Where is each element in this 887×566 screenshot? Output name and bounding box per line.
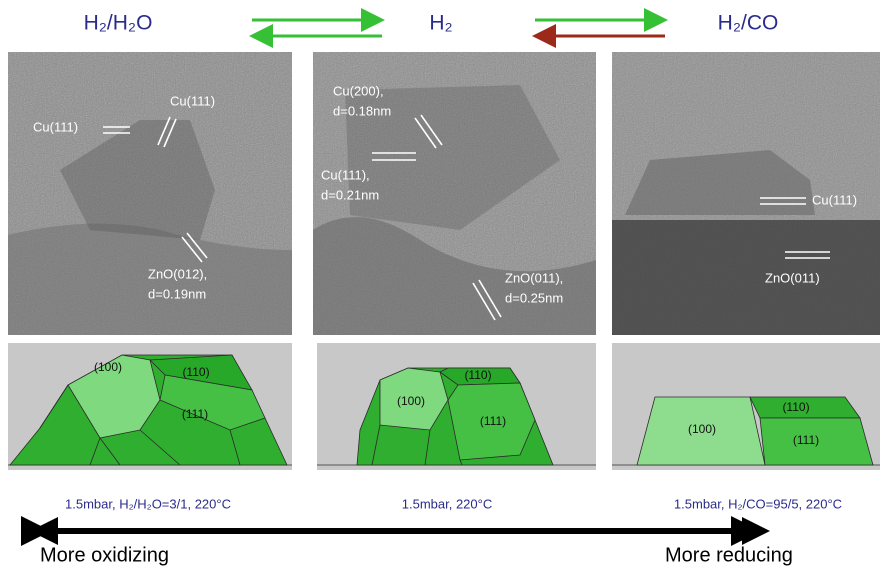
panel-header: H₂ <box>429 12 452 35</box>
panel-header: H₂/CO <box>718 12 779 35</box>
lattice-label: Cu(111) <box>812 192 857 207</box>
scale-left-label: More oxidizing <box>40 544 169 566</box>
scale-right-label: More reducing <box>665 544 793 566</box>
facet-label: (111) <box>182 407 208 421</box>
lattice-label: Cu(111), <box>321 167 370 182</box>
figure: H₂/H₂O H₂ H₂/CO Cu(111) Cu(111) ZnO(012), d=0.… <box>0 0 887 566</box>
condition-label: 1.5mbar, H₂/H₂O=3/1, 220°C <box>65 496 231 511</box>
facet-label: (100) <box>94 360 122 374</box>
crystal-schematic <box>612 343 880 470</box>
equilibrium-arrows <box>252 20 665 36</box>
lattice-label: Cu(111) <box>33 119 78 134</box>
condition-label: 1.5mbar, H₂/CO=95/5, 220°C <box>674 496 842 511</box>
lattice-label: d=0.25nm <box>505 290 563 305</box>
facet-label: (110) <box>182 365 209 379</box>
facet-label: (111) <box>793 433 819 447</box>
arrow-head <box>30 517 58 545</box>
facet-label: (111) <box>480 414 506 428</box>
lattice-label: Cu(200), <box>333 83 384 98</box>
crystal-schematic <box>317 343 596 470</box>
facet-label: (100) <box>397 394 425 408</box>
lattice-label: d=0.19nm <box>148 286 206 301</box>
lattice-label: ZnO(011), <box>505 270 563 285</box>
arrow-head <box>742 517 770 545</box>
lattice-label: ZnO(012), <box>148 266 207 281</box>
panel-header: H₂/H₂O <box>84 12 153 35</box>
facet-label: (100) <box>688 422 716 436</box>
crystal-schematic <box>8 343 292 470</box>
lattice-label: ZnO(011) <box>765 270 820 285</box>
lattice-label: Cu(111) <box>170 93 215 108</box>
lattice-label: d=0.18nm <box>333 103 391 118</box>
condition-label: 1.5mbar, 220°C <box>402 496 492 511</box>
facet-label: (110) <box>782 400 809 414</box>
facet-label: (110) <box>464 368 491 382</box>
lattice-label: d=0.21nm <box>321 187 379 202</box>
